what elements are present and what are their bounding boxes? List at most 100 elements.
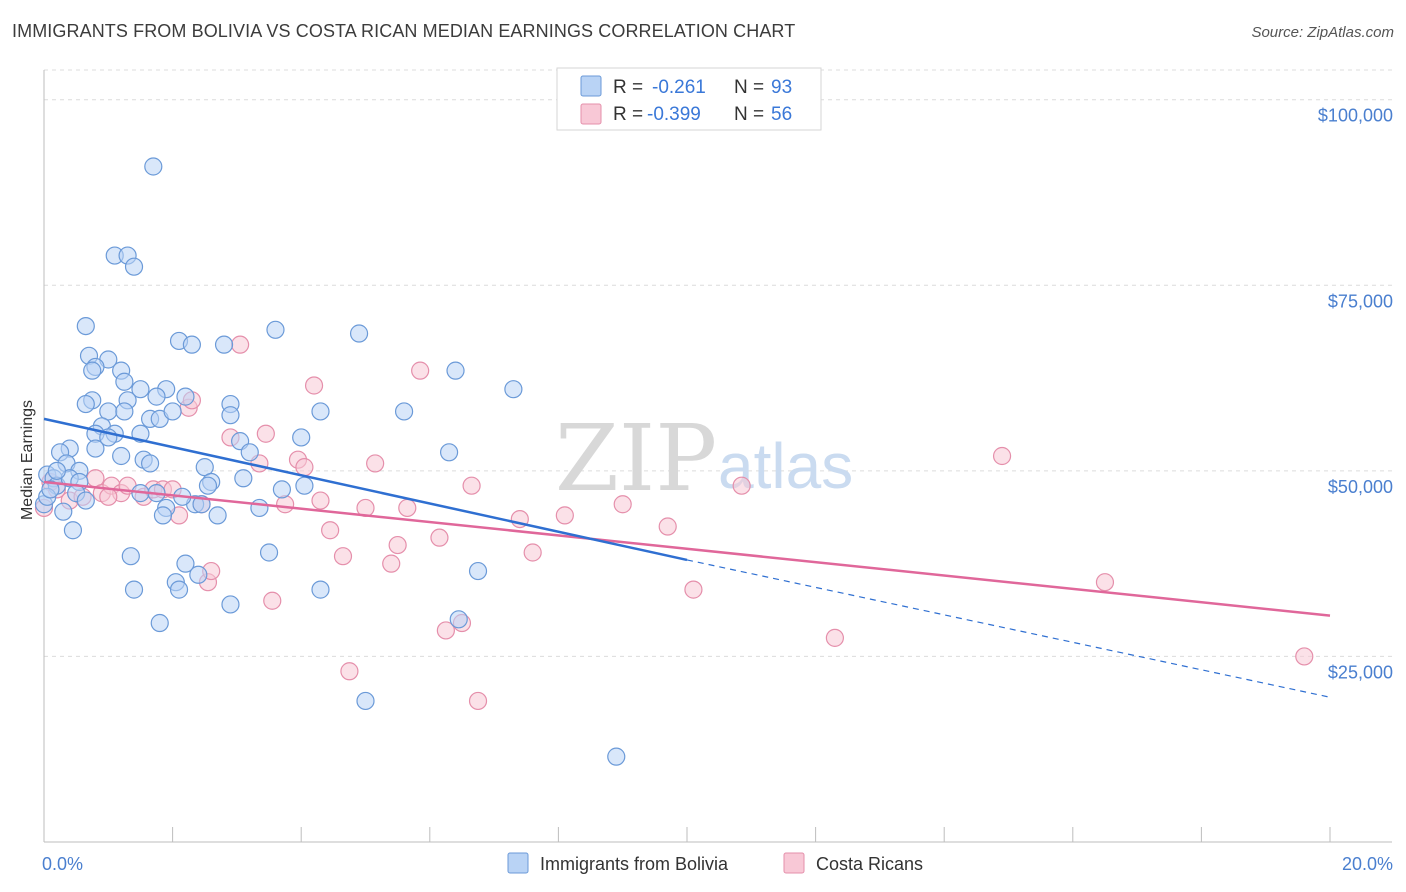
bolivia-point [144, 157, 163, 176]
bolivia-trend-extension [686, 559, 1331, 698]
gridlines [44, 69, 1392, 657]
costa-rican-point [231, 335, 250, 354]
costa-rican-point [658, 517, 677, 536]
bolivia-point [182, 335, 201, 354]
bolivia-trend-line [43, 417, 688, 562]
bolivia-point [124, 257, 144, 276]
correlation-legend: R = -0.261 N = 93 R = -0.399 N = 56 [556, 67, 822, 131]
bolivia-point [208, 506, 227, 525]
bolivia-point [150, 613, 169, 633]
bolivia-point [115, 372, 134, 391]
bolivia-point [54, 502, 73, 521]
bolivia-point [221, 406, 240, 425]
x-tick-label: 0.0% [42, 854, 83, 874]
series-legend-swatch-costa-rican [783, 852, 805, 874]
bolivia-point [124, 580, 144, 599]
costa-rican-point [321, 521, 340, 540]
legend-r-value-0: -0.261 [652, 77, 706, 98]
bolivia-point [234, 469, 253, 488]
bolivia-point [76, 394, 95, 414]
series-legend-swatch-bolivia [507, 852, 529, 874]
costa-rican-point [304, 376, 324, 395]
bolivia-point [169, 580, 189, 599]
bolivia-point [189, 565, 208, 584]
legend-n-label-0: N = [734, 77, 764, 98]
bolivia-point [311, 580, 330, 599]
y-tick-label: $75,000 [1328, 291, 1393, 311]
bolivia-point [607, 747, 626, 766]
costa-rican-point [523, 543, 542, 562]
costa-rican-point [311, 491, 330, 510]
costa-rican-point [366, 454, 385, 473]
costa-rican-point [825, 628, 844, 647]
costa-rican-point [430, 528, 449, 547]
bolivia-point [140, 454, 160, 473]
costa-rican-point [333, 547, 353, 566]
bolivia-point [259, 543, 279, 562]
trend-lines [43, 417, 1331, 698]
costa-rican-point [555, 506, 574, 525]
legend-r-label-1: R = [613, 104, 643, 125]
bolivia-point [47, 461, 66, 480]
source-label: Source: ZipAtlas.com [1251, 24, 1394, 41]
watermark-zip: ZIP [555, 405, 717, 512]
bolivia-point [394, 402, 414, 421]
bolivia-point [214, 335, 234, 354]
bolivia-point [266, 320, 285, 339]
bolivia-point [41, 480, 60, 499]
costa-rican-point [340, 662, 359, 681]
series-legend-label-costa-rican: Costa Ricans [816, 854, 923, 874]
bolivia-point [504, 380, 523, 399]
bolivia-point [198, 476, 218, 495]
bolivia-point [356, 691, 375, 711]
bolivia-point [83, 361, 102, 380]
y-tick-label: $100,000 [1318, 106, 1393, 126]
costa-rican-point [256, 424, 275, 443]
legend-n-label-1: N = [734, 104, 764, 125]
costa-rican-point [99, 487, 118, 506]
bolivia-point [176, 387, 195, 406]
bolivia-point [221, 595, 240, 614]
costa-rican-point [411, 361, 430, 380]
costa-rican-point [295, 458, 314, 477]
costa-ricans-points [34, 335, 1314, 711]
bolivia-point [86, 439, 105, 458]
legend-r-value-1: -0.399 [647, 104, 701, 125]
costa-rican-trend-line [43, 480, 1331, 617]
chart-title: IMMIGRANTS FROM BOLIVIA VS COSTA RICAN M… [12, 21, 796, 41]
watermark: ZIP atlas [555, 405, 853, 512]
bolivia-point [131, 380, 150, 399]
bolivia-point [468, 561, 488, 581]
y-axis-label: Median Earnings [19, 400, 36, 520]
bolivia-point [449, 610, 468, 629]
bolivia-point [153, 506, 173, 525]
bolivia-point [311, 402, 330, 421]
costa-rican-point [263, 591, 282, 610]
x-tick-labels: 0.0% 20.0% [42, 854, 1393, 874]
bolivia-point [250, 498, 269, 518]
x-tick-label: 20.0% [1342, 854, 1393, 874]
costa-rican-point [1095, 573, 1115, 592]
bolivia-point [76, 491, 95, 510]
bolivia-point [240, 443, 259, 462]
axes [43, 70, 1392, 843]
costa-rican-point [684, 580, 703, 599]
bolivia-point [349, 324, 369, 343]
series-legend: Immigrants from Bolivia Costa Ricans [507, 852, 923, 874]
bolivia-point [115, 402, 134, 421]
y-tick-label: $50,000 [1328, 477, 1393, 497]
bolivia-point [272, 480, 292, 499]
costa-rican-point [276, 495, 295, 514]
costa-rican-point [613, 495, 632, 514]
bolivia-point [295, 476, 314, 495]
series-legend-label-bolivia: Immigrants from Bolivia [540, 854, 729, 874]
legend-swatch-bolivia [580, 75, 602, 97]
bolivia-point [163, 402, 182, 421]
bolivia-point [121, 547, 140, 566]
costa-rican-point [1295, 647, 1314, 666]
costa-rican-point [398, 498, 417, 518]
legend-n-value-0: 93 [771, 77, 792, 98]
costa-rican-point [732, 476, 751, 495]
bolivia-point [439, 443, 459, 462]
legend-r-label-0: R = [613, 77, 643, 98]
